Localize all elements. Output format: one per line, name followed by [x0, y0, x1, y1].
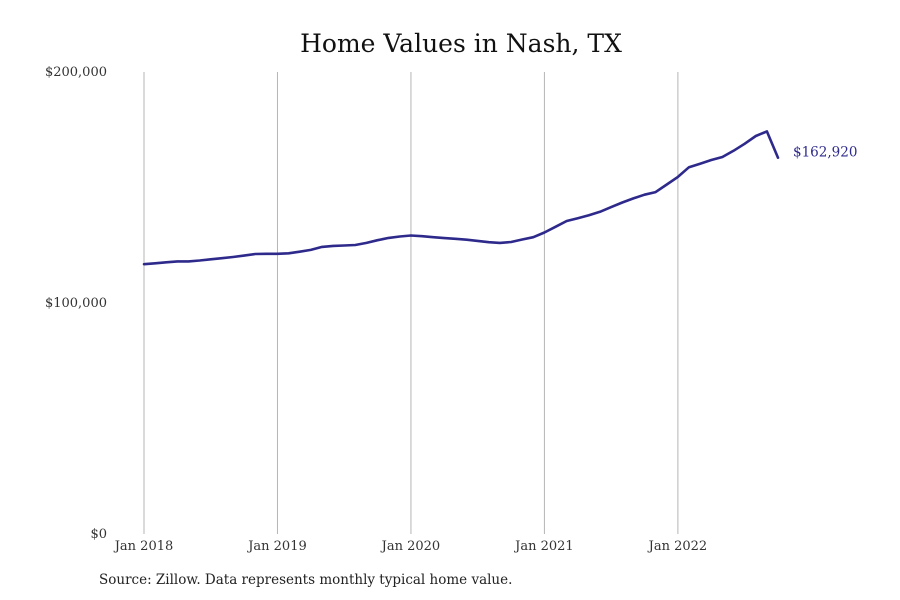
source-note: Source: Zillow. Data represents monthly …: [99, 572, 513, 588]
y-tick-label: $200,000: [45, 65, 107, 80]
y-axis: $0 $100,000 $200,000: [45, 65, 107, 542]
x-tick-label: Jan 2020: [380, 539, 441, 554]
home-value-line: [142, 130, 780, 266]
end-value-label: $162,920: [793, 145, 857, 161]
y-tick-label: $100,000: [45, 296, 107, 311]
x-tick-label: Jan 2022: [647, 539, 708, 554]
x-tick-label: Jan 2018: [113, 539, 174, 554]
x-tick-label: Jan 2021: [513, 539, 574, 554]
chart-title: Home Values in Nash, TX: [300, 29, 622, 58]
x-axis: Jan 2018 Jan 2019 Jan 2020 Jan 2021 Jan 2022: [113, 539, 707, 554]
gridlines: [143, 72, 679, 534]
x-tick-label: Jan 2019: [246, 539, 307, 554]
y-tick-label: $0: [90, 527, 107, 542]
